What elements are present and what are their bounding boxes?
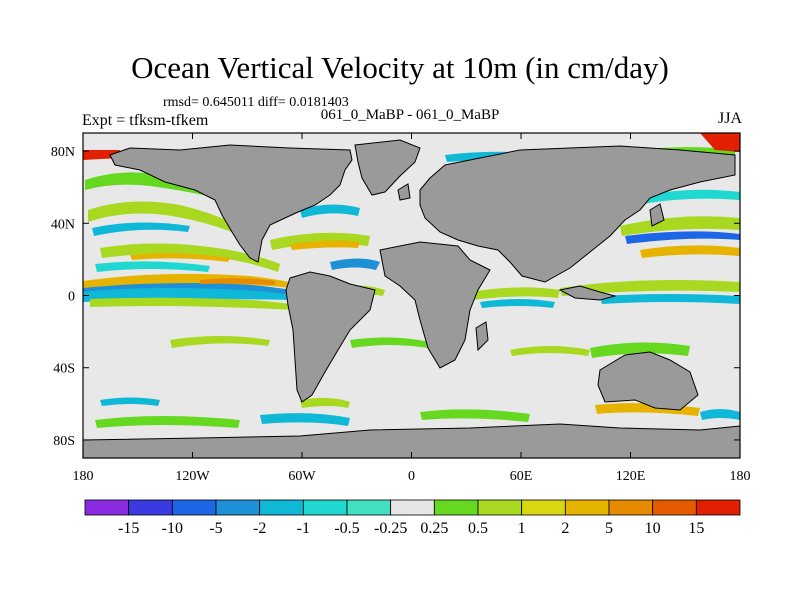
x-axis: 180 120W 60W 0 60E 120E 180 [73, 133, 751, 484]
colorbar-label: 15 [688, 520, 704, 537]
velocity-band [300, 397, 350, 408]
velocity-band [95, 416, 240, 428]
map-area [83, 133, 740, 458]
colorbar-swatch [608, 499, 654, 516]
colorbar-label: 0.25 [420, 520, 448, 537]
colorbar-swatch [259, 499, 304, 516]
land-australia [597, 351, 699, 411]
colorbar-swatch [171, 499, 217, 516]
colorbar-label: -0.25 [374, 520, 407, 537]
velocity-band [100, 243, 280, 272]
velocity-band [600, 294, 740, 304]
colorbar-label: 0.5 [468, 520, 488, 537]
velocity-band [200, 278, 275, 285]
land-indonesia [558, 285, 617, 301]
velocity-band [300, 204, 360, 218]
velocity-band [480, 299, 555, 308]
velocity-band [420, 409, 530, 422]
x-tick-label: 180 [73, 469, 94, 484]
colorbar-label: -1 [297, 520, 310, 537]
x-tick-label: 120E [616, 469, 646, 484]
velocity-band [290, 240, 360, 250]
colorbar-swatch [346, 499, 392, 516]
velocity-band [83, 273, 300, 289]
colorbar-swatch [477, 499, 523, 516]
x-tick-label: 0 [408, 469, 415, 484]
velocity-band [100, 397, 160, 406]
land-greenland [354, 139, 421, 196]
colorbar-label: 1 [518, 520, 526, 537]
velocity-band [640, 189, 740, 204]
velocity-band [625, 231, 740, 244]
land-antarctica [83, 423, 740, 458]
colorbar-label: -15 [118, 520, 139, 537]
colorbar-swatch [128, 499, 173, 516]
colorbar-swatch [302, 499, 348, 516]
y-tick-label: 80N [51, 145, 75, 160]
velocity-band [510, 346, 590, 356]
land-africa [379, 241, 491, 369]
velocity-band [330, 258, 380, 270]
y-tick-label: 80S [53, 434, 75, 449]
velocity-band [700, 409, 740, 420]
colorbar-label: -0.5 [334, 520, 359, 537]
velocity-band [170, 336, 270, 348]
colorbar: -15 -10 -5 -2 -1 -0.5 -0.25 0.25 0.5 1 2 5 10 15 [84, 499, 741, 537]
x-tick-label: 60W [288, 469, 316, 484]
velocity-band [92, 222, 190, 236]
colorbar-swatch [521, 499, 566, 516]
land-japan [649, 203, 665, 227]
y-axis: 80N 40N 0 40S 80S [51, 145, 740, 449]
plot-subtitle: 061_0_MaBP - 061_0_MaBP [320, 107, 500, 123]
x-tick-label: 120W [175, 469, 210, 484]
velocity-band [95, 261, 210, 272]
colorbar-label: 5 [605, 520, 613, 537]
velocity-band [90, 297, 296, 310]
colorbar-swatch [84, 499, 130, 516]
velocity-field [83, 133, 740, 428]
velocity-band [470, 287, 560, 300]
colorbar-swatch [433, 499, 479, 516]
velocity-band [620, 216, 740, 236]
velocity-band [640, 245, 740, 258]
land-uk [397, 183, 411, 201]
colorbar-label: 2 [561, 520, 569, 537]
land-north-america [109, 144, 353, 263]
colorbar-swatch [564, 499, 610, 516]
velocity-band [88, 201, 235, 232]
velocity-band [85, 172, 210, 196]
season-label: JJA [717, 110, 742, 127]
colorbar-label: 10 [645, 520, 661, 537]
velocity-band [350, 337, 430, 348]
x-tick-label: 60E [510, 469, 533, 484]
experiment-label: Expt = tfksm-tfkem [82, 112, 209, 129]
velocity-band [700, 133, 740, 152]
colorbar-swatch [215, 499, 261, 516]
land-madagascar [475, 321, 489, 352]
land-masses [83, 139, 740, 458]
velocity-band [130, 253, 230, 262]
colorbar-swatch [695, 499, 741, 516]
land-south-america [285, 271, 376, 403]
y-tick-label: 0 [68, 290, 75, 305]
colorbar-label: -10 [162, 520, 183, 537]
colorbar-label: -5 [209, 520, 222, 537]
velocity-band [590, 342, 690, 358]
colorbar-swatch [652, 499, 697, 516]
y-tick-label: 40N [51, 217, 75, 232]
x-tick-label: 180 [730, 469, 751, 484]
stats-text: rmsd= 0.645011 diff= 0.0181403 [163, 95, 349, 110]
plot-title: Ocean Vertical Velocity at 10m (in cm/da… [131, 50, 669, 85]
land-eurasia [419, 145, 736, 283]
colorbar-label: -2 [253, 520, 266, 537]
velocity-band [260, 413, 350, 426]
velocity-band [560, 280, 740, 296]
y-tick-label: 40S [53, 362, 75, 377]
colorbar-swatch [390, 499, 435, 516]
